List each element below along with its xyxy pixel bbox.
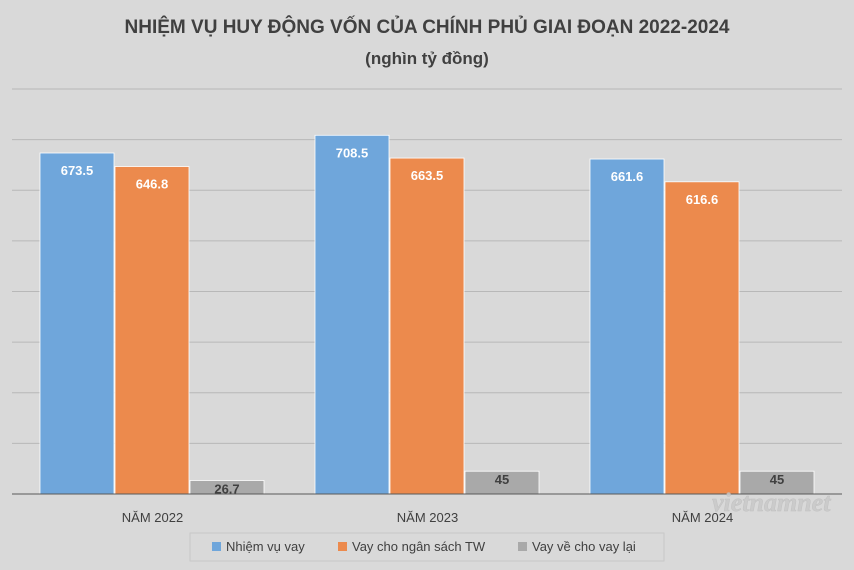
data-label: 673.5 [61,163,94,178]
data-label: 646.8 [136,177,169,192]
bar [589,158,665,495]
watermark-logo: vietnamnet [712,488,832,518]
category-labels: NĂM 2022 NĂM 2023 NĂM 2024 [122,510,733,525]
data-label: 663.5 [411,168,444,183]
bar [39,152,115,495]
legend-label: Vay cho ngân sách TW [352,539,486,554]
category-label: NĂM 2022 [122,510,183,525]
legend-swatch [518,542,527,551]
category-label: NĂM 2024 [672,510,733,525]
data-label: 616.6 [686,192,719,207]
data-labels: 673.5 646.8 26.7 708.5 663.5 45 661.6 616.6 45 [61,145,785,496]
bar [664,181,740,495]
data-label: 45 [770,472,784,487]
chart-title: NHIỆM VỤ HUY ĐỘNG VỐN CỦA CHÍNH PHỦ GIAI… [125,16,730,38]
data-label: 45 [495,472,509,487]
bar [314,134,390,495]
legend-label: Nhiệm vụ vay [226,539,305,554]
category-label: NĂM 2023 [397,510,458,525]
data-label: 708.5 [336,145,369,160]
legend-swatch [212,542,221,551]
legend-label: Vay về cho vay lại [532,539,636,554]
bar [114,166,190,495]
chart-subtitle: (nghìn tỷ đồng) [365,49,489,68]
legend-box [189,532,665,562]
bar-group [39,134,815,495]
legend-swatch [338,542,347,551]
bar [389,157,465,495]
legend: Nhiệm vụ vay Vay cho ngân sách TW Vay về c… [212,539,636,554]
data-label: 661.6 [611,169,644,184]
watermark-text: vietnamnet [712,488,831,517]
data-label: 26.7 [214,481,239,496]
